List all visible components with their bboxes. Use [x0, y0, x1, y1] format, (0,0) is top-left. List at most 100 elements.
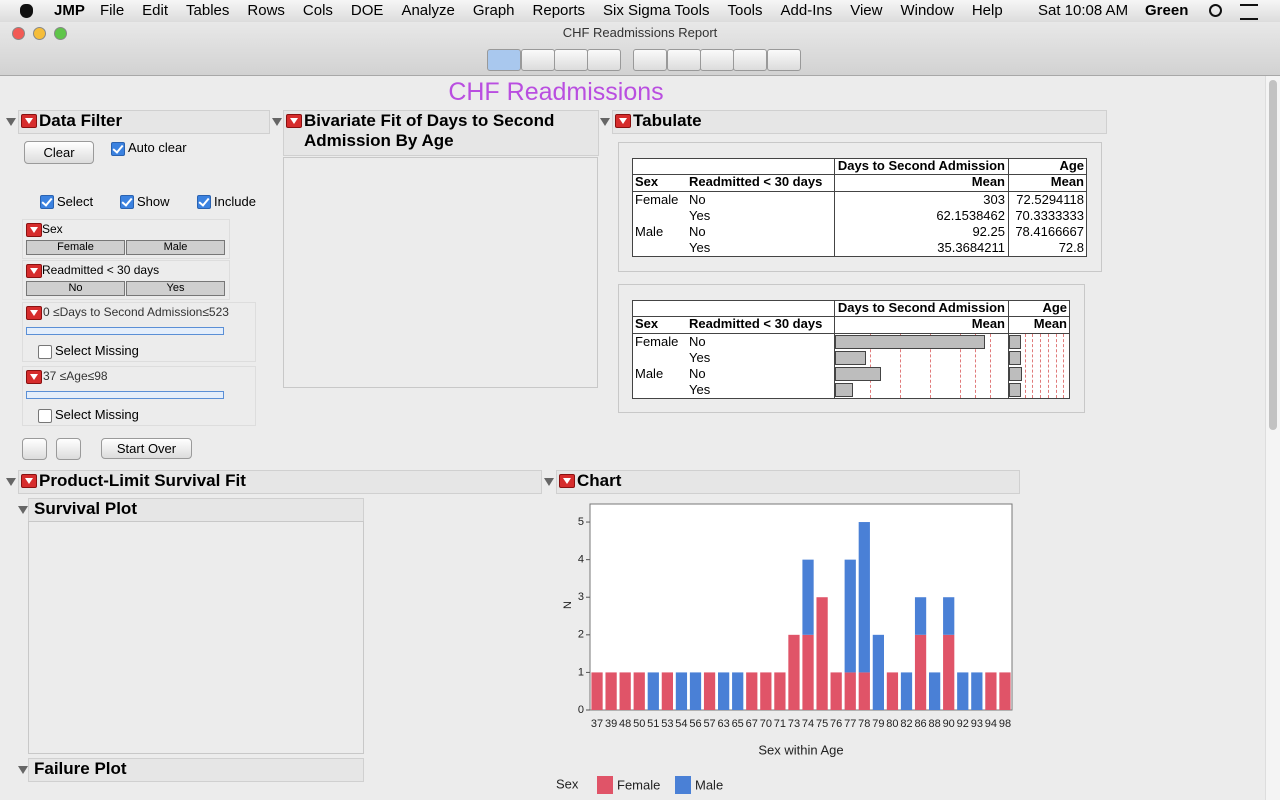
tool-button[interactable] — [521, 49, 555, 71]
red-menu[interactable] — [559, 474, 575, 488]
menu-item[interactable]: Tools — [727, 2, 763, 19]
disclosure-triangle[interactable] — [600, 118, 610, 126]
filter-option[interactable]: Female — [26, 240, 125, 255]
range-slider[interactable] — [26, 327, 224, 335]
x-tick-label: 86 — [914, 718, 926, 730]
bar-segment — [985, 672, 997, 710]
tool-button[interactable] — [733, 49, 767, 71]
x-tick-label: 51 — [647, 718, 659, 730]
window-button[interactable] — [33, 27, 46, 40]
x-tick-label: 67 — [746, 718, 758, 730]
menu-app[interactable]: JMP — [54, 2, 85, 19]
menu-item[interactable]: Rows — [247, 2, 285, 19]
legend-label: Female — [617, 777, 660, 792]
disclosure-triangle[interactable] — [18, 506, 28, 514]
menu-item[interactable]: Edit — [142, 2, 169, 19]
filter-option[interactable]: Yes — [126, 281, 225, 296]
menu-item[interactable]: Window — [900, 2, 954, 19]
start-over-button[interactable]: Start Over — [101, 438, 192, 459]
stat-header: Mean — [1033, 316, 1067, 331]
tool-button[interactable] — [554, 49, 588, 71]
menu-item[interactable]: Analyze — [401, 2, 455, 19]
table-cell: No — [689, 224, 706, 239]
add-button[interactable] — [22, 438, 47, 460]
disclosure-triangle[interactable] — [6, 118, 16, 126]
menu-items: File Edit Tables Rows Cols DOE Analyze Graph Rep… — [100, 2, 1003, 19]
red-menu[interactable] — [21, 474, 37, 488]
reference-line — [975, 334, 976, 398]
checkbox[interactable] — [38, 409, 52, 423]
bar-segment — [647, 672, 659, 710]
bar-segment — [619, 672, 631, 710]
red-menu[interactable] — [615, 114, 631, 128]
panel-header — [18, 110, 270, 134]
menu-item[interactable]: Tables — [186, 2, 230, 19]
tool-button[interactable] — [487, 49, 521, 71]
menu-item[interactable]: DOE — [350, 2, 384, 19]
checkbox[interactable] — [197, 195, 211, 209]
scroll-thumb[interactable] — [1269, 80, 1277, 430]
disclosure-triangle[interactable] — [272, 118, 282, 126]
disclosure-triangle[interactable] — [544, 478, 554, 486]
tool-button[interactable] — [667, 49, 701, 71]
red-menu[interactable] — [26, 223, 42, 237]
bar-segment — [872, 634, 884, 710]
checkbox[interactable] — [40, 195, 54, 209]
red-menu[interactable] — [26, 306, 42, 320]
red-menu[interactable] — [26, 370, 42, 384]
x-tick-label: 80 — [886, 718, 898, 730]
x-tick-label: 53 — [661, 718, 673, 730]
table-rule — [632, 191, 1087, 192]
checkbox[interactable] — [38, 345, 52, 359]
filter-option[interactable]: No — [26, 281, 125, 296]
chart-box — [28, 521, 364, 754]
menu-item[interactable]: Cols — [302, 2, 333, 19]
search-icon[interactable] — [1209, 4, 1222, 17]
menu-item[interactable]: File — [100, 2, 125, 19]
bar-segment — [661, 672, 673, 710]
checkbox[interactable] — [120, 195, 134, 209]
checkbox[interactable] — [111, 142, 125, 156]
red-menu[interactable] — [21, 114, 37, 128]
menu-item[interactable]: Reports — [532, 2, 586, 19]
scrollbar[interactable] — [1265, 76, 1280, 800]
menu-item[interactable]: Add-Ins — [780, 2, 833, 19]
table-bar — [1009, 383, 1022, 397]
checkbox-label: Show — [137, 194, 170, 209]
bar-segment — [943, 634, 955, 710]
table-bar — [835, 383, 853, 397]
range-label: 0 ≤Days to Second Admission≤523 — [43, 305, 229, 319]
x-tick-label: 94 — [985, 718, 997, 730]
filter-option[interactable]: Male — [126, 240, 225, 255]
range-slider[interactable] — [26, 391, 224, 399]
panel-title: Tabulate — [633, 111, 702, 130]
menu-item[interactable]: Help — [971, 2, 1003, 19]
disclosure-triangle[interactable] — [6, 478, 16, 486]
window-button[interactable] — [12, 27, 25, 40]
reference-line — [930, 334, 931, 398]
panel-header — [556, 470, 1020, 494]
window-button[interactable] — [54, 27, 67, 40]
apple-logo[interactable] — [20, 4, 33, 18]
clear-button[interactable]: Clear — [24, 141, 94, 164]
window-title: CHF Readmissions Report — [562, 25, 718, 40]
menu-item[interactable]: Six Sigma Tools — [603, 2, 710, 19]
red-menu[interactable] — [286, 114, 302, 128]
disclosure-triangle[interactable] — [18, 766, 28, 774]
checkbox-label: Auto clear — [128, 140, 187, 155]
user-name[interactable]: Green — [1145, 2, 1189, 19]
tool-button[interactable] — [633, 49, 667, 71]
table-cell: Male — [635, 366, 664, 381]
x-tick-label: 50 — [633, 718, 645, 730]
list-icon[interactable] — [1240, 4, 1258, 20]
tool-button[interactable] — [767, 49, 801, 71]
x-tick-label: 54 — [675, 718, 687, 730]
tool-button[interactable] — [587, 49, 621, 71]
or-button[interactable] — [56, 438, 81, 460]
red-menu[interactable] — [26, 264, 42, 278]
menu-item[interactable]: View — [850, 2, 883, 19]
menu-item[interactable]: Graph — [472, 2, 515, 19]
x-tick-label: 78 — [858, 718, 870, 730]
filter-group — [22, 219, 230, 259]
tool-button[interactable] — [700, 49, 734, 71]
